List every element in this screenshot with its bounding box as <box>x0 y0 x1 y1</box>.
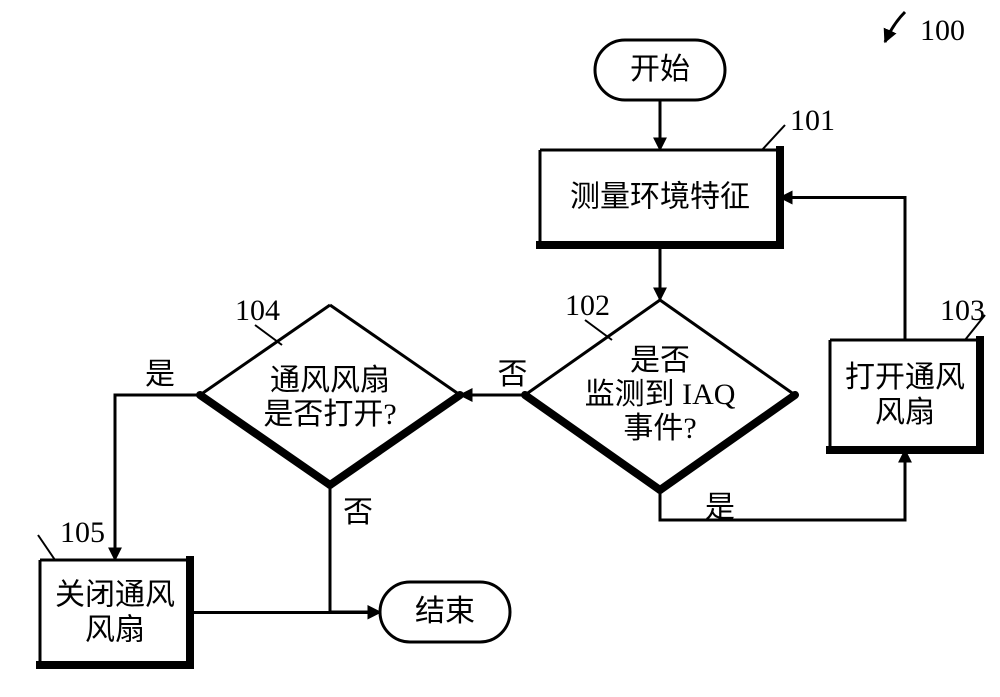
svg-text:开始: 开始 <box>630 53 690 86</box>
svg-text:风扇: 风扇 <box>85 613 145 646</box>
svg-text:否: 否 <box>343 496 373 529</box>
svg-text:测量环境特征: 测量环境特征 <box>570 180 750 213</box>
svg-text:否: 否 <box>498 358 528 391</box>
svg-text:是: 是 <box>705 491 735 524</box>
svg-text:打开通风: 打开通风 <box>845 361 965 394</box>
svg-text:事件?: 事件? <box>623 412 696 445</box>
svg-text:关闭通风: 关闭通风 <box>55 578 175 611</box>
svg-text:是否打开?: 是否打开? <box>263 398 396 431</box>
svg-text:101: 101 <box>790 104 835 137</box>
svg-text:结束: 结束 <box>415 595 475 628</box>
svg-text:100: 100 <box>920 14 965 47</box>
svg-text:102: 102 <box>565 289 610 322</box>
svg-text:是否: 是否 <box>630 344 690 377</box>
svg-text:监测到 IAQ: 监测到 IAQ <box>585 378 736 411</box>
svg-text:通风风扇: 通风风扇 <box>270 364 390 397</box>
svg-text:是: 是 <box>145 358 175 391</box>
svg-text:105: 105 <box>60 516 105 549</box>
svg-text:风扇: 风扇 <box>875 396 935 429</box>
svg-text:103: 103 <box>940 294 985 327</box>
svg-text:104: 104 <box>235 294 280 327</box>
